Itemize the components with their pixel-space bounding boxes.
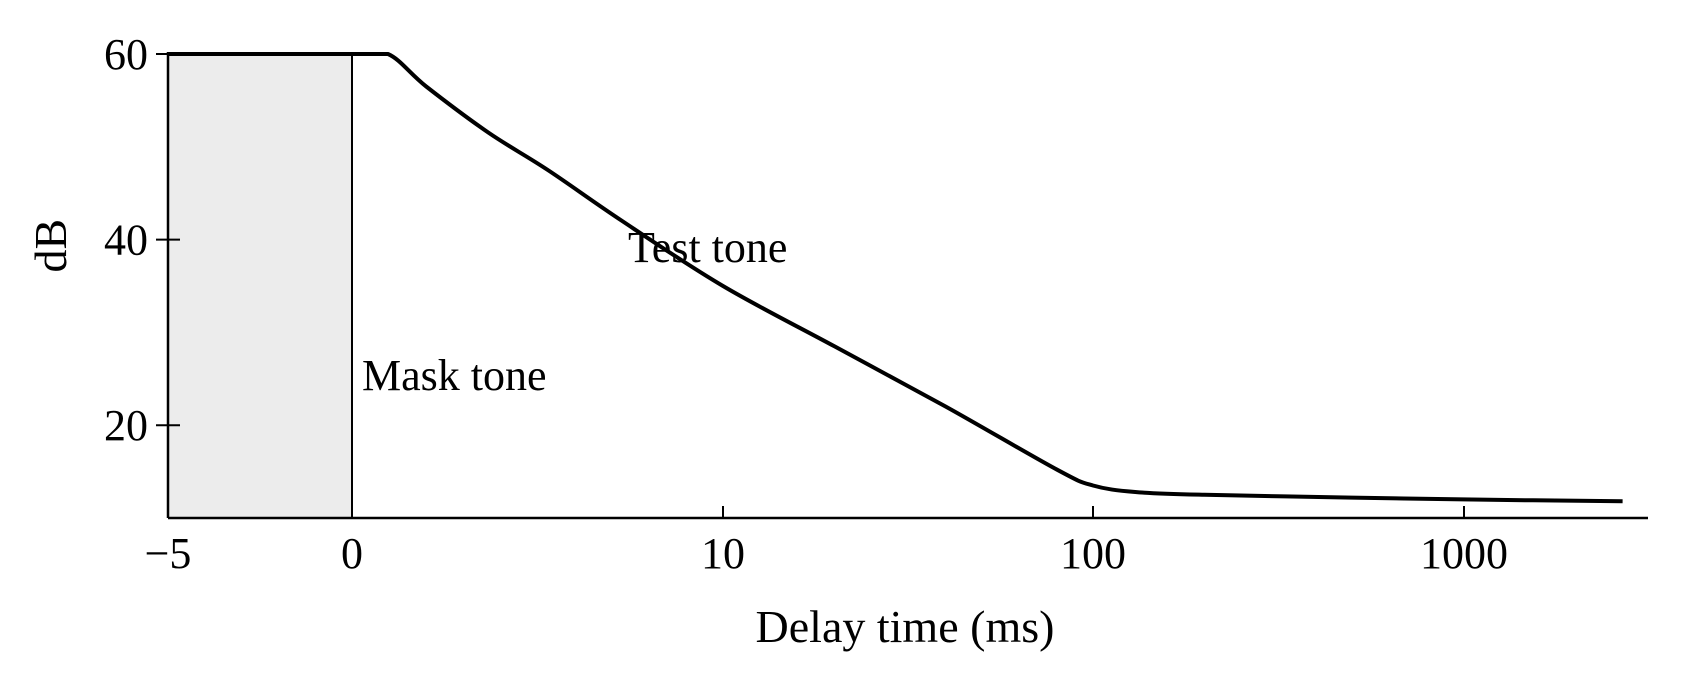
test-tone-curve <box>168 52 1623 504</box>
x-tick-label: 0 <box>341 529 363 578</box>
mask-tone-label: Mask tone <box>362 351 547 400</box>
y-tick-label: 20 <box>104 401 148 450</box>
x-tick-label: 1000 <box>1420 529 1508 578</box>
x-tick-label: −5 <box>145 529 192 578</box>
x-axis-title: Delay time (ms) <box>756 601 1055 652</box>
mask-region <box>168 54 352 518</box>
test-tone-label: Test tone <box>628 223 787 272</box>
y-tick-label: 40 <box>104 216 148 265</box>
x-tick-label: 100 <box>1060 529 1126 578</box>
y-axis-title: dB <box>25 219 76 273</box>
x-tick-label: 10 <box>701 529 745 578</box>
y-tick-label: 60 <box>104 30 148 79</box>
